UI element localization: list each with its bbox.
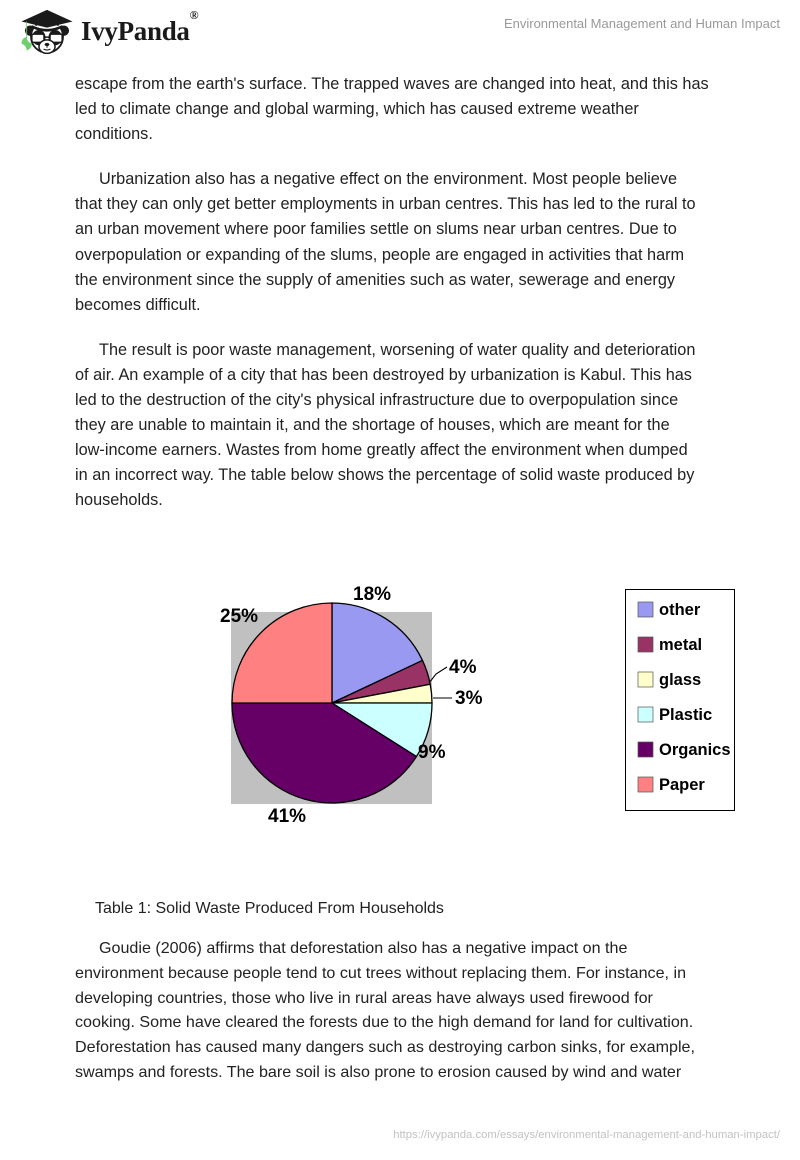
svg-text:3%: 3% xyxy=(455,688,483,709)
svg-text:9%: 9% xyxy=(418,742,446,763)
svg-text:18%: 18% xyxy=(353,584,391,605)
svg-text:metal: metal xyxy=(659,636,702,654)
svg-text:25%: 25% xyxy=(220,606,258,627)
svg-text:41%: 41% xyxy=(268,806,306,827)
svg-text:glass: glass xyxy=(659,671,701,689)
svg-text:Plastic: Plastic xyxy=(659,706,712,724)
svg-text:Paper: Paper xyxy=(659,776,705,794)
svg-text:Organics: Organics xyxy=(659,741,731,759)
svg-text:4%: 4% xyxy=(449,657,477,678)
svg-text:other: other xyxy=(659,601,701,619)
